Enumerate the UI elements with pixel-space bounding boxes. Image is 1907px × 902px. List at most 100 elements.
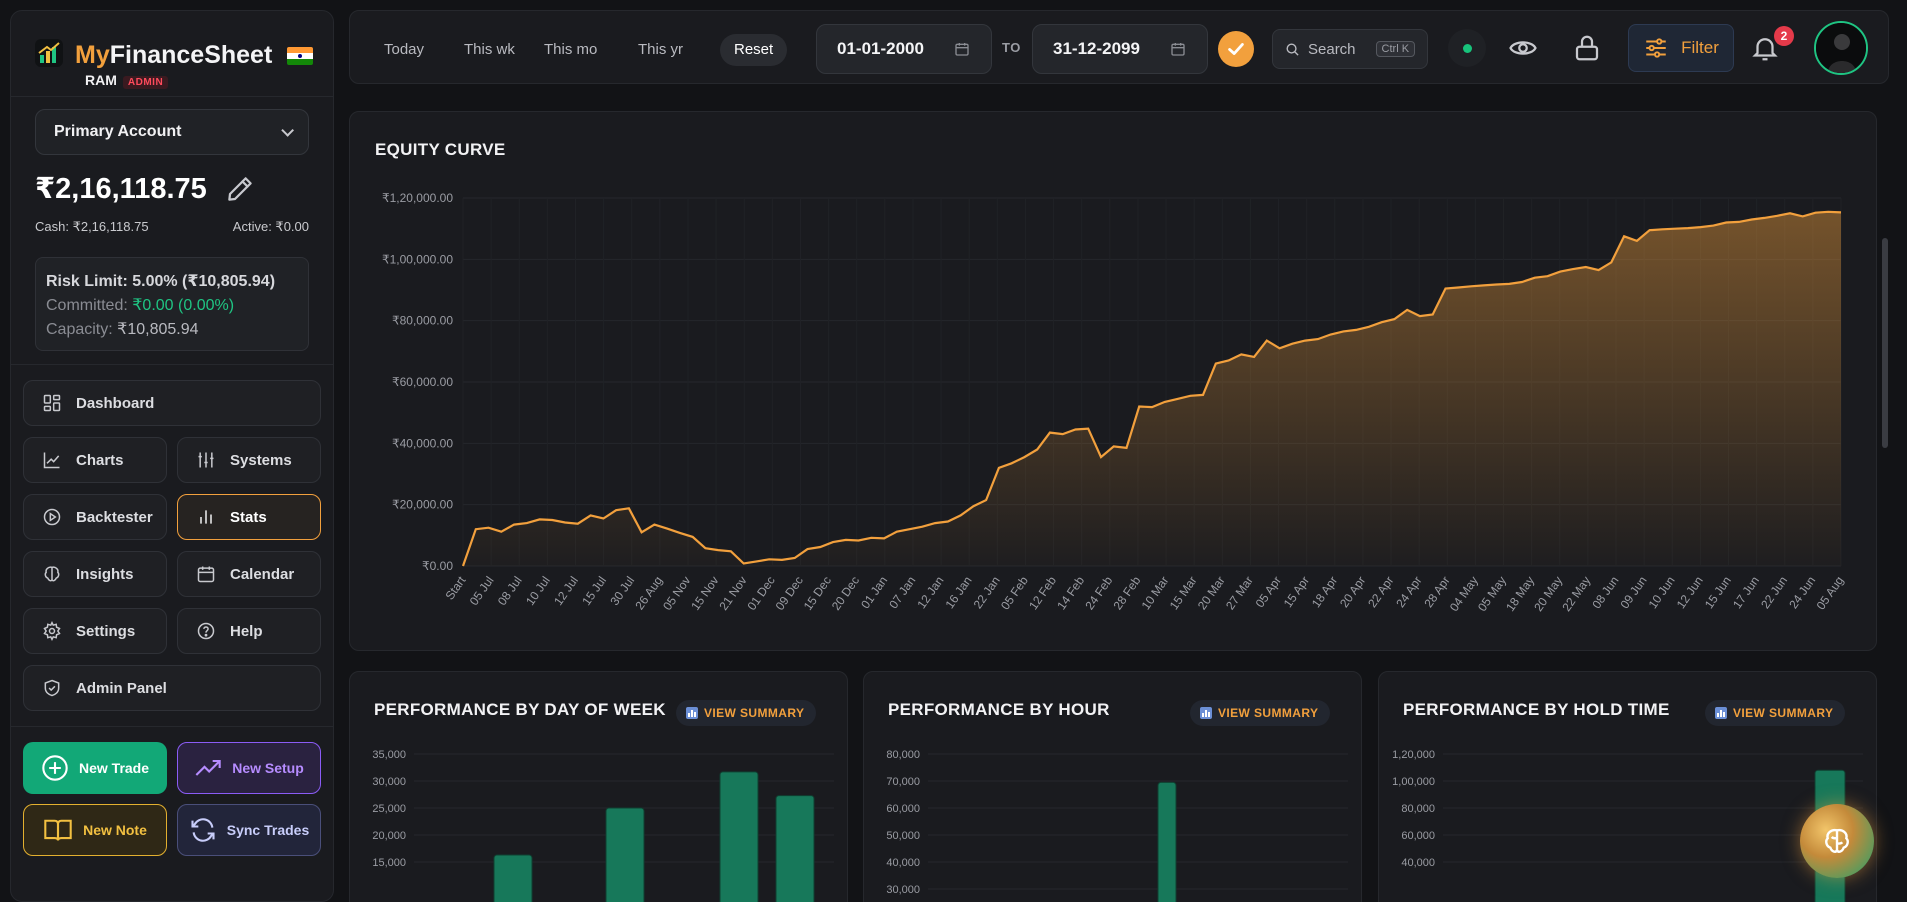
divider [11,96,333,97]
date-from-field[interactable]: 01-01-2000 [816,24,992,74]
equity-x-tick-label: 15 Apr [1281,574,1312,610]
equity-x-tick-label: 01 Jan [858,574,890,612]
nav-settings[interactable]: Settings [23,608,167,654]
bar-y-tick-label: 15,000 [372,857,406,869]
account-balance: ₹2,16,118.75 [35,173,207,205]
committed-line: Committed: ₹0.00 (0.00%) [46,294,298,318]
equity-x-tick-label: 15 Jun [1702,574,1734,612]
calendar-icon [955,43,969,56]
nav-systems-label: Systems [230,451,292,469]
filter-label: Filter [1681,38,1719,57]
ai-assistant-button[interactable] [1800,804,1874,878]
equity-x-tick-label: 15 Nov [688,574,721,613]
search-button[interactable]: Search Ctrl K [1272,29,1428,69]
equity-x-tick-label: 05 Nov [660,574,693,613]
nav-stats[interactable]: Stats [177,494,321,540]
lock-icon[interactable] [1572,33,1602,63]
app-title: MyFinanceSheet [75,41,314,70]
edit-pencil-icon[interactable] [225,174,255,204]
dashboard-grid-icon [43,394,61,412]
bar[interactable] [493,854,533,902]
bar[interactable] [605,807,645,902]
nav-admin-panel[interactable]: Admin Panel [23,665,321,711]
bar-y-tick-label: 80,000 [1401,803,1435,815]
hour-view-summary-label: VIEW SUMMARY [1218,706,1319,720]
equity-y-tick-label: ₹80,000.00 [392,314,453,328]
nav-systems[interactable]: Systems [177,437,321,483]
range-month-button[interactable]: This mo [544,41,598,58]
nav-backtester-label: Backtester [76,508,153,526]
divider [11,726,333,727]
nav-insights[interactable]: Insights [23,551,167,597]
user-name: RAM [85,72,117,88]
range-week-button[interactable]: This wk [464,41,515,58]
hold-title: PERFORMANCE BY HOLD TIME [1403,700,1670,719]
eye-icon[interactable] [1508,33,1538,63]
new-note-button[interactable]: New Note [23,804,167,856]
equity-x-tick-label: 22 Apr [1365,574,1396,610]
equity-x-tick-label: 12 Feb [1026,573,1059,612]
nav-settings-label: Settings [76,622,136,640]
sync-trades-button[interactable]: Sync Trades [177,804,321,856]
capacity-line: Capacity: ₹10,805.94 [46,318,298,342]
nav-calendar-label: Calendar [230,565,295,583]
page-scrollbar[interactable] [1882,238,1888,448]
equity-x-tick-label: 10 Jul [523,574,553,608]
equity-x-tick-label: 15 Mar [1167,574,1200,613]
hold-view-summary-button[interactable]: VIEW SUMMARY [1705,700,1846,726]
nav-help[interactable]: Help [177,608,321,654]
bar[interactable] [775,795,815,902]
account-balance-row: ₹2,16,118.75 [35,171,255,206]
bar-y-tick-label: 1,20,000 [1392,749,1435,761]
new-trade-button[interactable]: New Trade [23,742,167,794]
equity-y-tick-label: ₹0.00 [422,559,453,573]
account-select[interactable]: Primary Account [35,109,309,155]
equity-x-tick-label: 16 Jan [943,574,975,612]
bar-y-tick-label: 70,000 [886,776,920,788]
equity-y-tick-label: ₹1,00,000.00 [382,252,453,266]
equity-x-tick-label: 10 Jun [1646,574,1678,612]
nav-backtester[interactable]: Backtester [23,494,167,540]
equity-y-tick-label: ₹60,000.00 [392,375,453,389]
trending-up-icon [195,759,221,776]
equity-x-tick-label: 21 Nov [716,574,749,613]
sync-icon [191,818,215,842]
active-value: Active: ₹0.00 [232,219,309,234]
line-chart-icon [43,452,60,469]
bar-y-tick-label: 50,000 [886,830,920,842]
hour-chart: 30,000 40,000 50,000 60,000 70,000 80,000 [886,749,1348,902]
bar-y-tick-label: 30,000 [886,884,920,896]
summary-chart-icon [1200,707,1212,719]
plus-circle-icon [42,755,68,781]
filter-button[interactable]: Filter [1628,24,1734,72]
risk-panel: Risk Limit: 5.00% (₹10,805.94) Committed… [35,257,309,351]
dow-view-summary-button[interactable]: VIEW SUMMARY [676,700,817,726]
india-flag-icon [287,47,314,66]
search-icon [1286,43,1299,56]
equity-x-tick-label: 27 Mar [1223,574,1256,613]
bar-y-tick-label: 60,000 [886,803,920,815]
new-setup-button[interactable]: New Setup [177,742,321,794]
nav-dashboard[interactable]: Dashboard [23,380,321,426]
search-label: Search [1308,40,1356,58]
avatar[interactable] [1814,21,1868,75]
reset-button[interactable]: Reset [720,34,788,66]
hold-chart: 40,000 60,000 80,000 1,00,000 1,20,000 [1392,749,1863,902]
bar[interactable] [719,771,759,902]
apply-date-button[interactable] [1218,31,1254,67]
bar[interactable] [1157,781,1177,902]
bell-icon[interactable] [1750,33,1780,63]
date-to-field[interactable]: 31-12-2099 [1032,24,1208,74]
new-trade-label: New Trade [78,760,150,776]
equity-x-tick-label: 05 Aug [1814,574,1847,613]
range-year-button[interactable]: This yr [638,41,683,58]
range-today-button[interactable]: Today [384,41,425,58]
nav-calendar[interactable]: Calendar [177,551,321,597]
bar-y-tick-label: 1,00,000 [1392,776,1435,788]
nav-charts[interactable]: Charts [23,437,167,483]
equity-x-tick-label: 24 Jun [1786,574,1818,612]
equity-area [463,211,1841,567]
divider [11,364,333,365]
hour-view-summary-button[interactable]: VIEW SUMMARY [1190,700,1331,726]
help-circle-icon [197,622,215,640]
